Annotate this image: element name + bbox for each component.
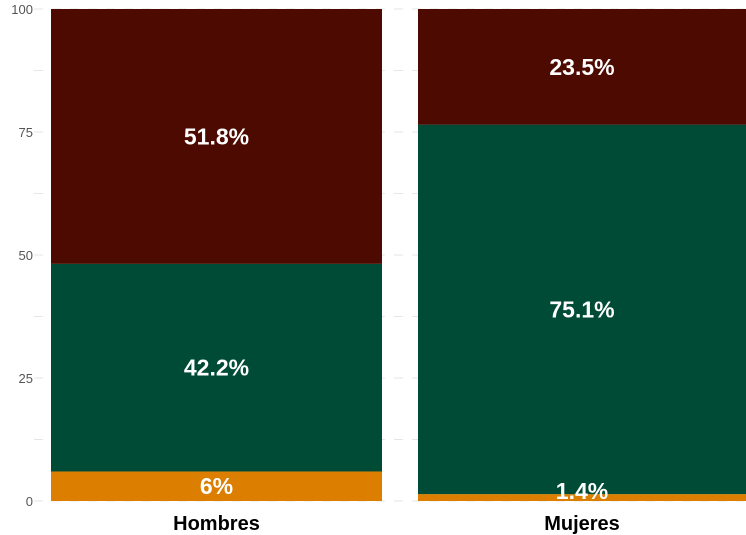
data-label: 6% (200, 473, 233, 499)
y-tick-label: 50 (19, 248, 33, 263)
category-label: Hombres (173, 513, 260, 535)
bar-segment (418, 124, 746, 495)
data-label: 42.2% (184, 355, 249, 381)
data-label: 51.8% (184, 123, 249, 149)
bar-segment (418, 494, 746, 501)
bar-segment (418, 9, 746, 125)
data-label: 1.4% (556, 478, 608, 504)
y-tick-label: 0 (26, 494, 33, 509)
bar-segment (51, 9, 382, 264)
bar-segments (51, 9, 746, 501)
category-label: Mujeres (544, 513, 620, 535)
y-tick-label: 75 (19, 125, 33, 140)
data-labels: 6% 42.2% 51.8% 1.4% 75.1% 23.5% (184, 54, 615, 504)
bar-segment (51, 263, 382, 472)
y-tick-label: 25 (19, 371, 33, 386)
bar-segment (51, 471, 382, 501)
data-label: 75.1% (549, 296, 614, 322)
data-label: 23.5% (549, 54, 614, 80)
x-axis-categories: Hombres Mujeres (173, 513, 620, 535)
y-tick-label: 100 (11, 2, 33, 17)
y-axis-ticks: 0 25 50 75 100 (11, 2, 33, 509)
